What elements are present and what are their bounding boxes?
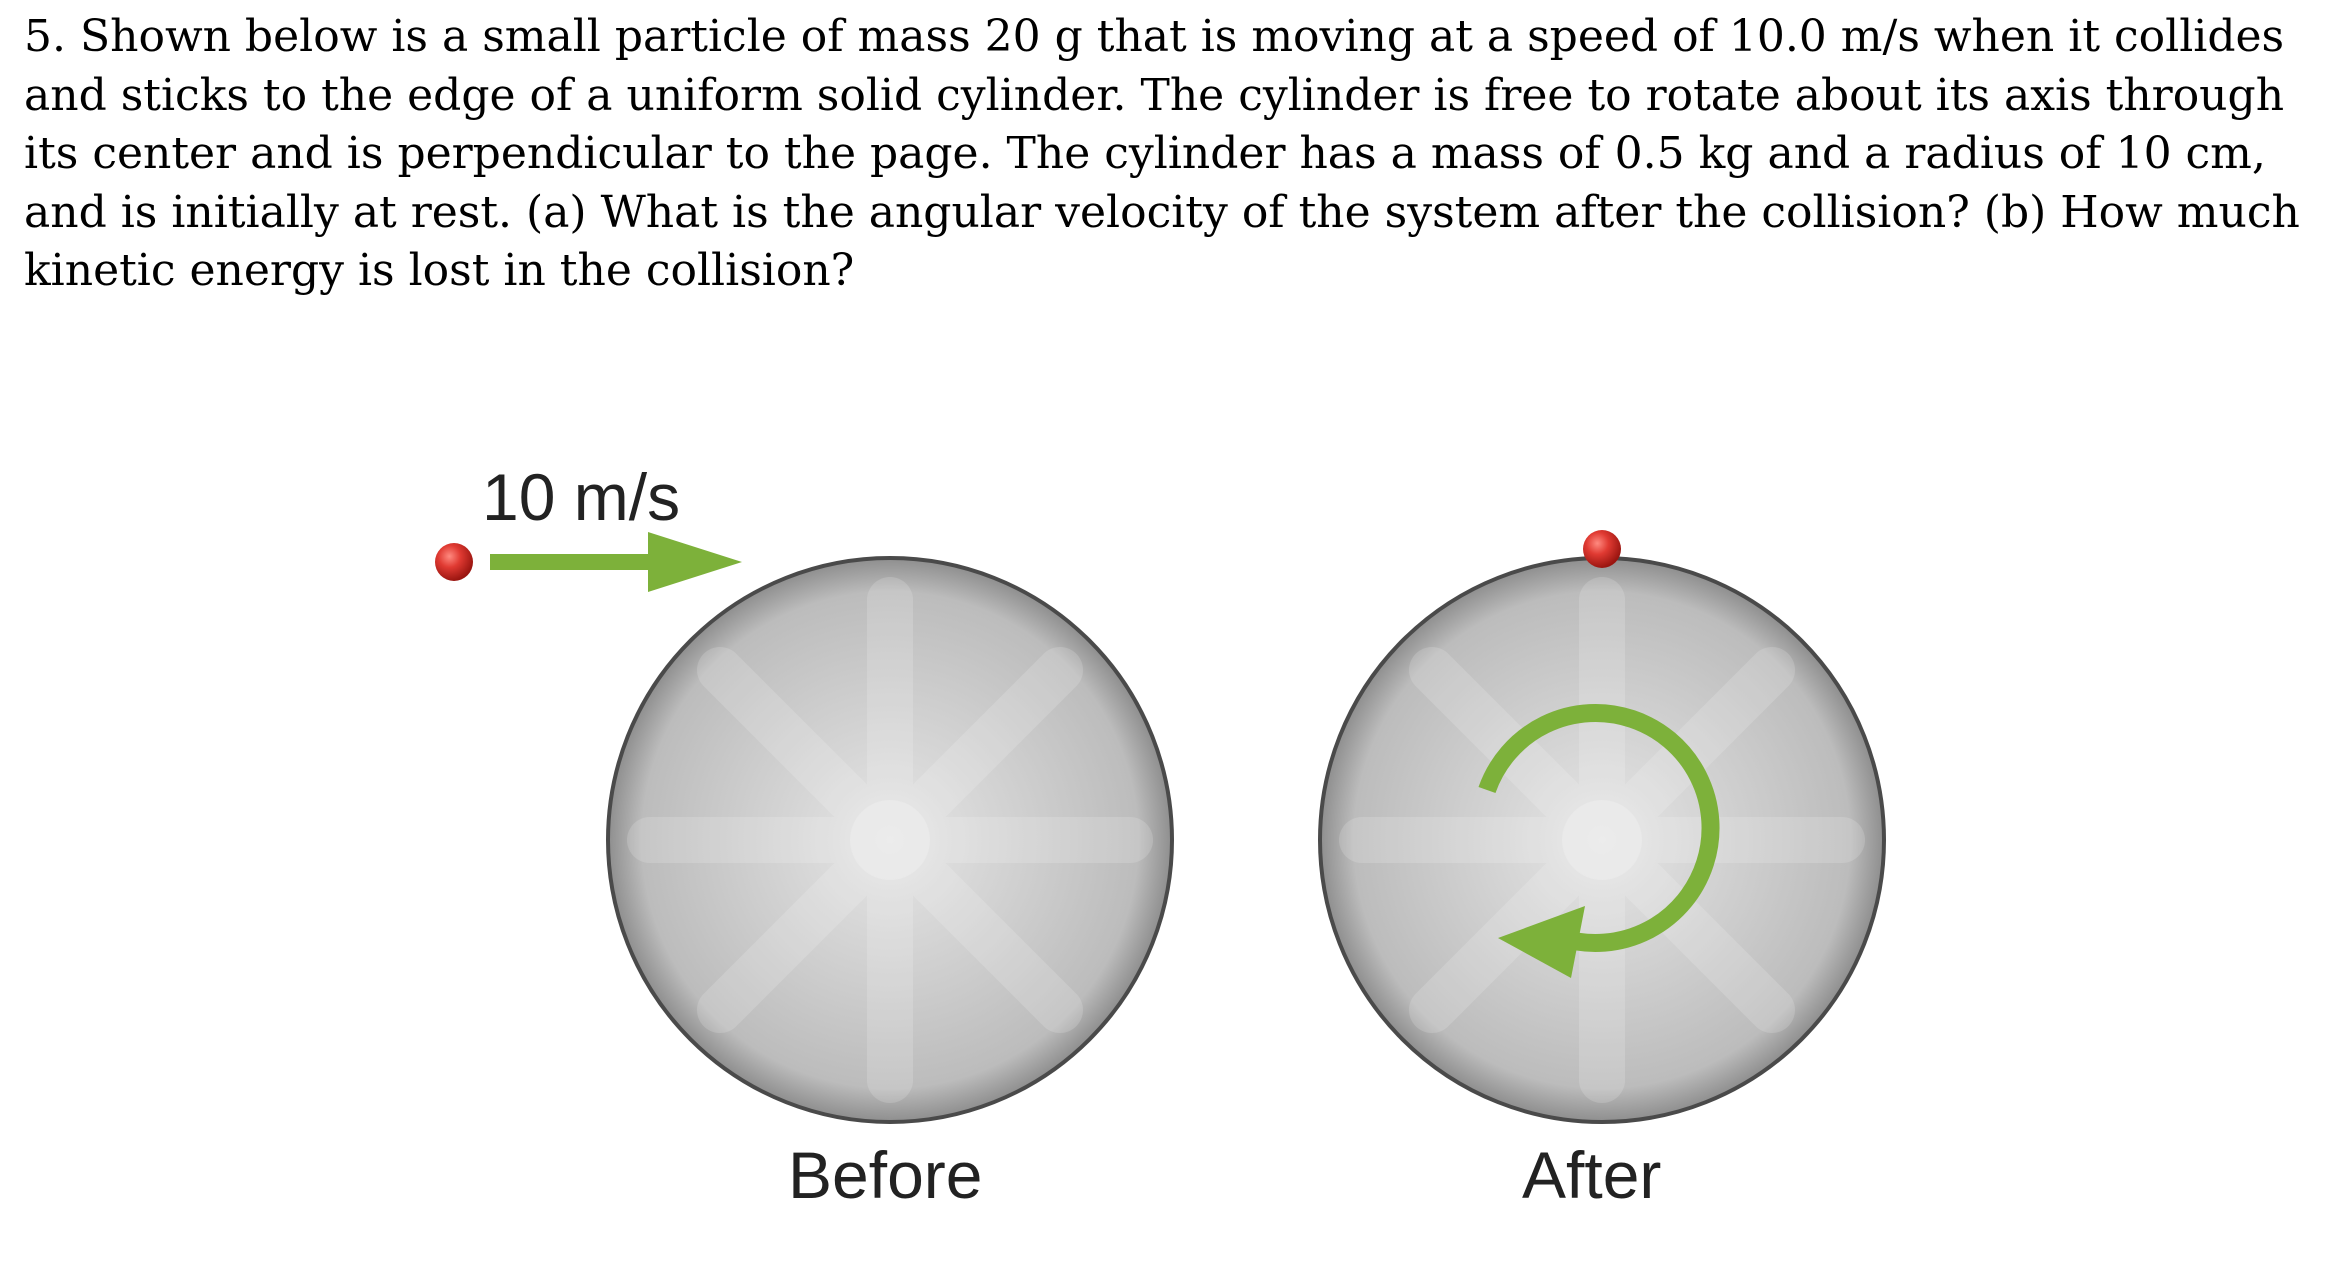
problem-text: 5. Shown below is a small particle of ma…: [24, 11, 2300, 296]
particle-after: [1583, 530, 1621, 568]
cylinder-after: [1318, 556, 1886, 1124]
before-label: Before: [788, 1138, 983, 1212]
after-label: After: [1522, 1138, 1662, 1212]
particle-before: [435, 543, 473, 581]
rotation-arrow-icon: [1478, 704, 1720, 978]
cylinder-before: [606, 556, 1174, 1124]
velocity-arrow-icon: [490, 532, 742, 592]
speed-label: 10 m/s: [482, 460, 681, 534]
